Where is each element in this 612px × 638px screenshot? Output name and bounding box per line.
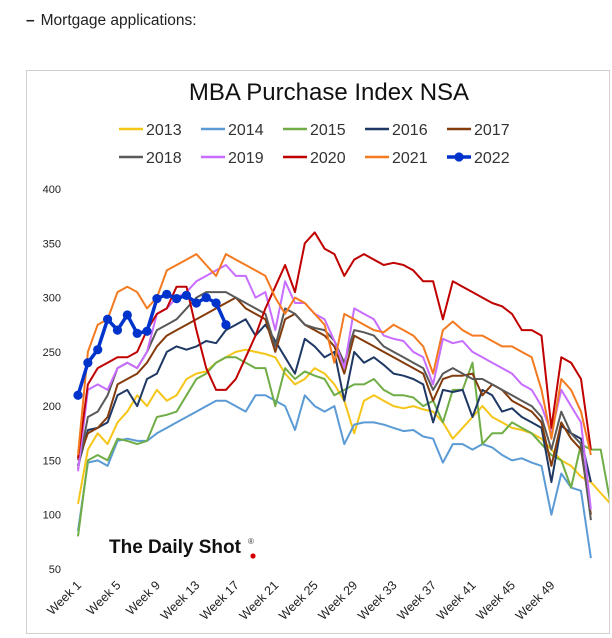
y-tick-label: 200 <box>43 401 61 413</box>
y-tick-label: 150 <box>43 455 61 467</box>
y-tick-label: 100 <box>43 510 61 522</box>
data-point-2022 <box>132 328 142 338</box>
x-tick-label: Week 25 <box>276 578 321 623</box>
data-point-2022 <box>93 345 103 355</box>
y-tick-label: 50 <box>49 564 61 576</box>
data-point-2022 <box>211 298 221 308</box>
x-tick-label: Week 13 <box>158 578 203 623</box>
legend-label: 2016 <box>392 122 428 139</box>
series-2016 <box>77 318 592 484</box>
series-2022 <box>73 289 231 400</box>
series-2017 <box>77 296 592 515</box>
series-2014 <box>77 394 592 559</box>
x-tick-label: Week 21 <box>237 578 282 623</box>
legend-item-2014: 2014 <box>201 122 264 139</box>
series-line-2016 <box>77 318 592 484</box>
data-point-2022 <box>201 292 211 303</box>
legend-item-2022: 2022 <box>447 150 510 167</box>
series-line-2021 <box>77 253 592 456</box>
caption: – Mortgage applications: <box>26 12 197 30</box>
data-point-2022 <box>221 320 231 330</box>
data-point-2022 <box>122 310 132 320</box>
plot-area <box>73 231 612 559</box>
legend-item-2016: 2016 <box>365 122 428 139</box>
x-tick-label: Week 5 <box>84 578 124 618</box>
chart-frame: MBA Purchase Index NSA 2013 2014 2015 2016 2… <box>26 70 612 634</box>
legend-item-2015: 2015 <box>283 122 346 139</box>
data-point-2022 <box>142 326 152 336</box>
series-line-2020 <box>77 231 592 459</box>
x-tick-label: Week 45 <box>473 578 518 623</box>
data-point-2022 <box>191 298 201 308</box>
series-line-2017 <box>77 296 592 515</box>
legend-label: 2015 <box>310 122 346 139</box>
legend-label: 2018 <box>146 150 182 167</box>
chart-title: MBA Purchase Index NSA <box>189 79 469 106</box>
data-point-2022 <box>162 289 172 299</box>
legend-item-2020: 2020 <box>283 150 346 167</box>
data-point-2022 <box>83 358 93 368</box>
data-point-2022 <box>102 314 113 324</box>
caption-bullet: – <box>26 12 35 29</box>
data-point-2022 <box>181 290 192 300</box>
series-2013 <box>77 348 612 516</box>
x-tick-label: Week 49 <box>513 578 558 623</box>
y-tick-label: 300 <box>43 293 61 305</box>
legend-label: 2014 <box>228 122 264 139</box>
legend-label: 2021 <box>392 150 428 167</box>
x-tick-label: Week 41 <box>434 578 479 623</box>
watermark: The Daily Shot ® <box>109 537 256 559</box>
x-tick-label: Week 33 <box>355 578 400 623</box>
legend-item-2018: 2018 <box>119 150 182 167</box>
series-line-2022 <box>76 292 228 396</box>
series-line-2013 <box>77 348 612 516</box>
x-tick-label: Week 29 <box>316 578 361 623</box>
x-tick-label: Week 1 <box>44 578 84 618</box>
legend-label: 2020 <box>310 150 346 167</box>
data-point-2022 <box>152 294 162 304</box>
legend-item-2017: 2017 <box>447 122 510 139</box>
caption-text: Mortgage applications: <box>40 12 197 29</box>
legend-label: 2019 <box>228 150 264 167</box>
y-tick-label: 400 <box>43 184 61 196</box>
series-2020 <box>77 231 592 459</box>
legend-label: 2022 <box>474 150 510 167</box>
series-2015 <box>77 356 612 537</box>
x-tick-label: Week 9 <box>123 578 163 618</box>
legend-label: 2017 <box>474 122 510 139</box>
mba-chart: MBA Purchase Index NSA 2013 2014 2015 2016 2… <box>43 79 612 623</box>
series-2021 <box>77 253 592 456</box>
series-line-2015 <box>77 356 612 537</box>
legend-marker <box>454 152 464 162</box>
data-point-2022 <box>172 294 182 304</box>
legend-item-2019: 2019 <box>201 150 264 167</box>
x-tick-label: Week 17 <box>197 578 242 623</box>
legend: 2013 2014 2015 2016 2017 2018 2019 2020 2021 2022 <box>119 122 510 167</box>
x-tick-label: Week 37 <box>395 578 440 623</box>
watermark-text: The Daily Shot <box>109 537 242 558</box>
legend-label: 2013 <box>146 122 182 139</box>
data-point-2022 <box>112 325 123 335</box>
data-point-2022 <box>73 390 83 400</box>
y-tick-label: 250 <box>43 347 61 359</box>
y-axis: 50 100 150 200 250 300 350 400 <box>43 184 61 576</box>
watermark-registered: ® <box>248 537 254 546</box>
series-line-2014 <box>77 394 592 559</box>
legend-item-2013: 2013 <box>119 122 182 139</box>
watermark-dot <box>250 553 256 559</box>
legend-item-2021: 2021 <box>365 150 428 167</box>
y-tick-label: 350 <box>43 238 61 250</box>
